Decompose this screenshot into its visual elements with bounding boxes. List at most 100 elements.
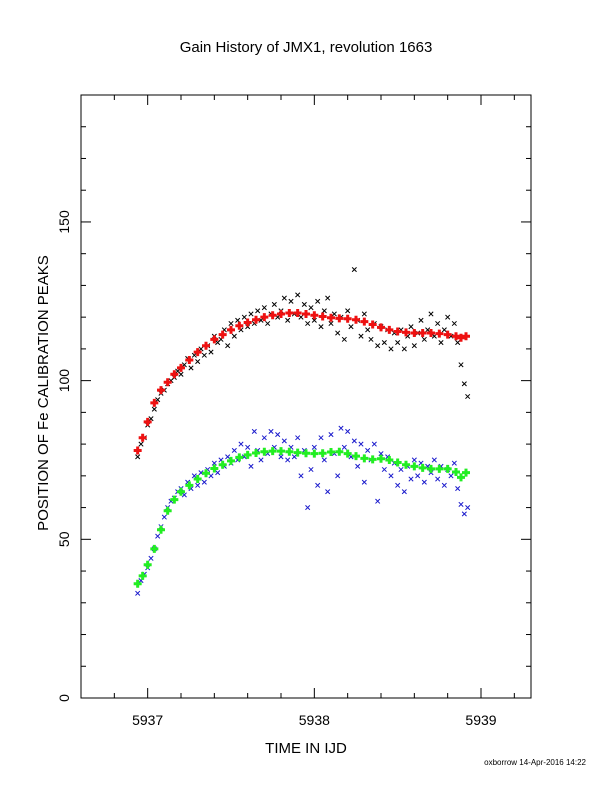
data-point bbox=[348, 324, 354, 330]
fit-point bbox=[133, 579, 142, 588]
fit-point bbox=[385, 455, 394, 464]
data-point bbox=[308, 466, 314, 473]
data-point bbox=[228, 320, 234, 327]
data-point bbox=[318, 435, 324, 441]
data-point bbox=[325, 489, 331, 495]
fit-point bbox=[185, 481, 194, 490]
fit-point bbox=[157, 525, 165, 534]
fit-point bbox=[410, 329, 419, 338]
series-upper-peak-measurements bbox=[135, 266, 471, 460]
data-point bbox=[201, 479, 207, 485]
fit-point bbox=[150, 398, 159, 407]
axis-tick-labels: 5937 5938 5939 0 50 100 150 bbox=[56, 210, 497, 728]
data-point bbox=[248, 463, 254, 469]
fit-point bbox=[452, 468, 460, 477]
data-point bbox=[311, 444, 317, 450]
fit-point bbox=[163, 506, 172, 515]
y-axis-label: POSITION OF Fe CALIBRATION PEAKS bbox=[35, 255, 52, 531]
fit-point bbox=[185, 356, 194, 365]
fit-point bbox=[268, 311, 277, 320]
data-point bbox=[455, 339, 461, 346]
data-point bbox=[161, 514, 167, 520]
fit-point bbox=[210, 335, 219, 344]
fit-point bbox=[360, 454, 369, 463]
data-point bbox=[338, 425, 344, 431]
data-point bbox=[298, 314, 304, 320]
fit-point bbox=[227, 456, 235, 465]
series-lower-peak-fit bbox=[133, 447, 470, 588]
plot-frame bbox=[80, 94, 532, 699]
data-point bbox=[438, 339, 444, 346]
y-tick-label: 50 bbox=[56, 531, 72, 547]
fit-point bbox=[327, 448, 335, 457]
data-point bbox=[318, 324, 324, 330]
fit-point bbox=[393, 327, 402, 336]
data-point bbox=[248, 311, 254, 317]
data-point bbox=[395, 339, 401, 346]
fit-point bbox=[277, 309, 285, 318]
data-point bbox=[381, 339, 387, 346]
data-point bbox=[155, 533, 161, 539]
data-point bbox=[281, 295, 287, 301]
fit-point bbox=[277, 447, 285, 456]
data-point bbox=[305, 505, 311, 511]
data-point bbox=[335, 473, 341, 479]
fit-point bbox=[157, 386, 165, 395]
data-point bbox=[341, 336, 347, 342]
data-point bbox=[181, 362, 187, 368]
data-point bbox=[195, 482, 201, 488]
data-point bbox=[281, 438, 287, 444]
data-point bbox=[301, 301, 307, 308]
fit-point bbox=[243, 450, 252, 459]
y-tick-label: 150 bbox=[56, 210, 72, 234]
data-point bbox=[255, 308, 261, 314]
fit-point bbox=[143, 417, 152, 426]
fit-point bbox=[177, 487, 185, 496]
fit-point bbox=[327, 313, 335, 322]
data-point bbox=[448, 473, 454, 479]
data-point bbox=[441, 327, 447, 333]
fit-point bbox=[368, 320, 377, 329]
data-point bbox=[148, 416, 154, 422]
fit-point bbox=[227, 325, 235, 334]
fit-point bbox=[457, 333, 465, 342]
data-point bbox=[361, 479, 367, 485]
data-point bbox=[368, 336, 374, 342]
fit-point bbox=[293, 309, 302, 318]
fit-point bbox=[343, 314, 352, 323]
data-point bbox=[451, 460, 457, 466]
data-point bbox=[225, 454, 231, 460]
data-point bbox=[371, 441, 377, 447]
fit-point bbox=[368, 455, 377, 464]
data-point bbox=[278, 454, 284, 460]
fit-point bbox=[427, 329, 435, 338]
fit-point bbox=[302, 309, 310, 318]
data-point bbox=[261, 305, 267, 311]
fit-point bbox=[443, 330, 452, 339]
fit-point bbox=[235, 321, 244, 330]
y-tick-label: 0 bbox=[56, 694, 72, 702]
fit-point bbox=[427, 464, 435, 473]
data-point bbox=[268, 428, 274, 434]
data-point bbox=[295, 292, 301, 298]
data-point bbox=[408, 324, 414, 330]
data-point bbox=[401, 489, 407, 495]
axis-ticks bbox=[80, 94, 531, 699]
fit-point bbox=[435, 464, 444, 473]
data-point bbox=[238, 441, 244, 447]
fit-point bbox=[360, 317, 369, 326]
fit-point bbox=[285, 447, 294, 456]
fit-point bbox=[202, 341, 210, 350]
fit-point bbox=[343, 449, 352, 458]
data-point bbox=[341, 444, 347, 450]
data-point bbox=[331, 311, 337, 317]
data-point bbox=[321, 457, 327, 463]
fit-point bbox=[138, 571, 147, 580]
data-point bbox=[461, 381, 467, 387]
data-point bbox=[265, 320, 271, 327]
data-point bbox=[408, 476, 414, 482]
data-point bbox=[151, 406, 157, 412]
fit-point bbox=[243, 318, 252, 327]
data-point bbox=[188, 365, 194, 371]
